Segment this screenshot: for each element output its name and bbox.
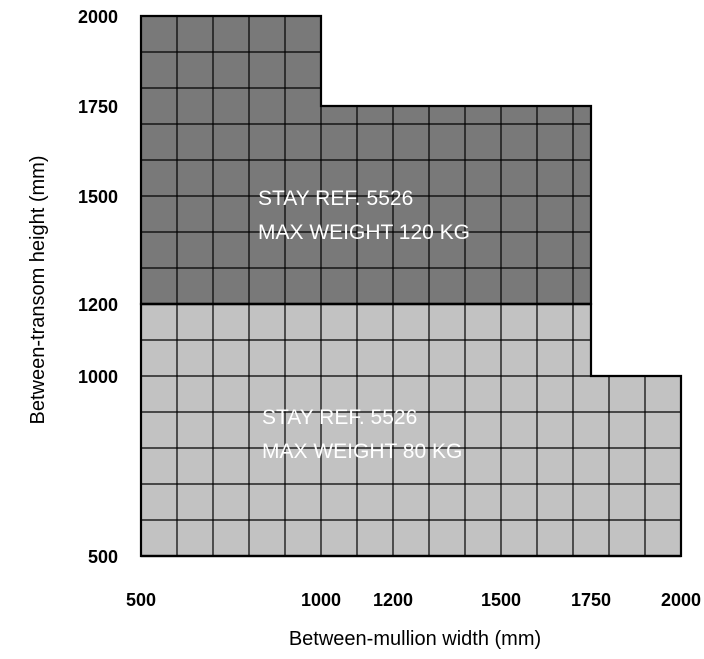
y-tick-2000: 2000: [78, 7, 118, 27]
outline-layer: [139, 14, 683, 558]
y-axis-label: Between-transom height (mm): [27, 156, 49, 425]
y-tick-labels: 500 1000 1200 1500 1750 2000: [78, 7, 118, 567]
x-tick-1750: 1750: [571, 590, 611, 610]
region-1-label-line-2: MAX WEIGHT 120 KG: [258, 221, 470, 244]
region-1-label-line-1: STAY REF. 5526: [258, 187, 413, 210]
y-tick-1200: 1200: [78, 295, 118, 315]
regions-layer: [141, 16, 681, 556]
x-tick-1200: 1200: [373, 590, 413, 610]
x-tick-1000: 1000: [301, 590, 341, 610]
y-tick-500: 500: [88, 547, 118, 567]
region-2-label-line-2: MAX WEIGHT 80 KG: [262, 440, 462, 463]
y-tick-1750: 1750: [78, 97, 118, 117]
y-tick-1500: 1500: [78, 187, 118, 207]
x-tick-1500: 1500: [481, 590, 521, 610]
x-tick-labels: 500 1000 1200 1500 1750 2000: [126, 590, 701, 610]
x-tick-2000: 2000: [661, 590, 701, 610]
region-labels-layer: STAY REF. 5526 MAX WEIGHT 120 KG STAY REF.…: [258, 187, 470, 463]
x-axis-label: Between-mullion width (mm): [289, 628, 541, 650]
region-2-label-line-1: STAY REF. 5526: [262, 406, 417, 429]
x-tick-500: 500: [126, 590, 156, 610]
region-2: [141, 304, 681, 556]
y-tick-1000: 1000: [78, 367, 118, 387]
